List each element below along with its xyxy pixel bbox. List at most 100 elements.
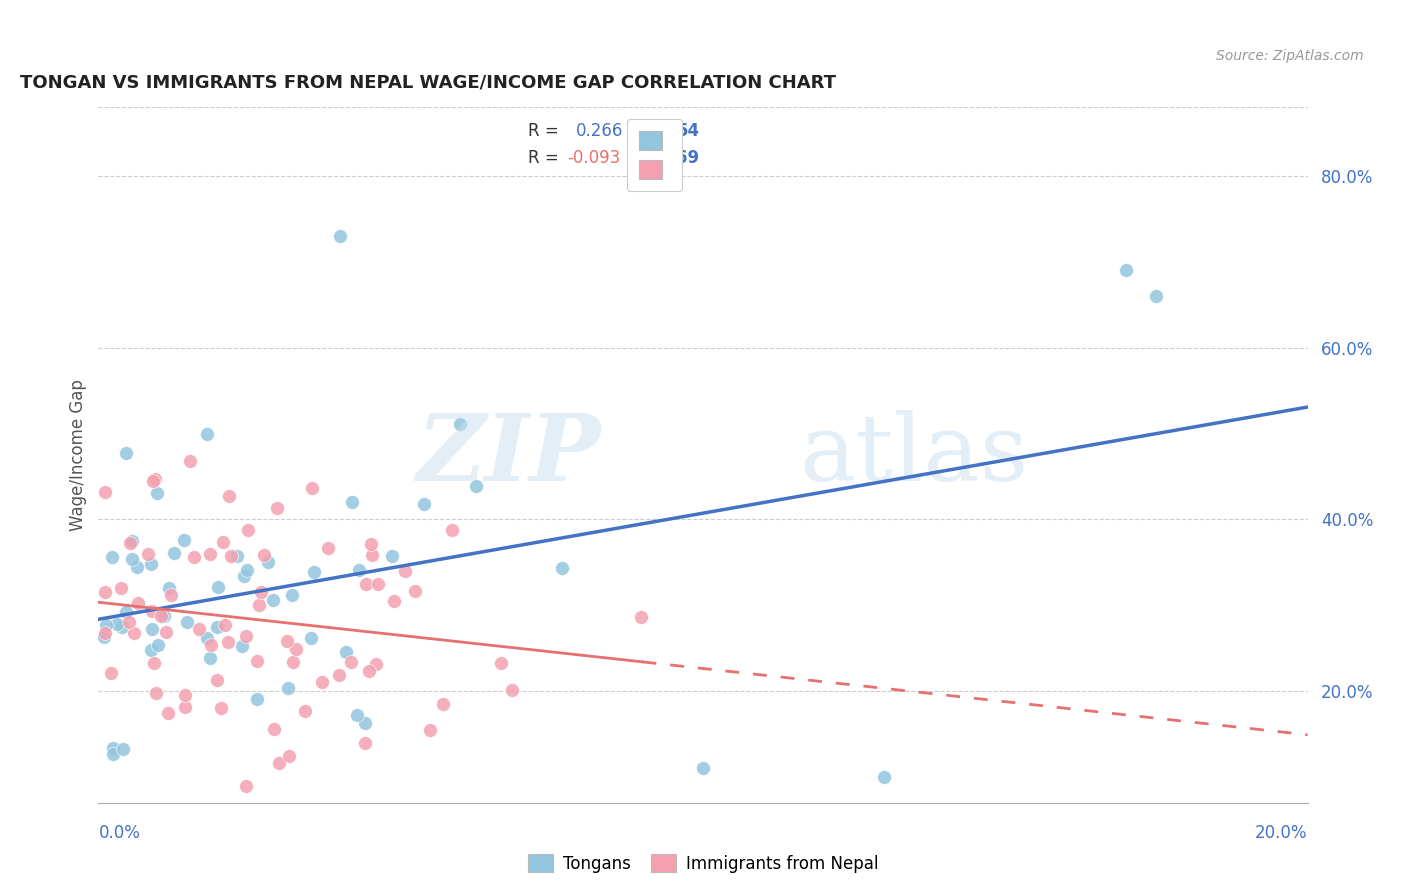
Point bbox=[394, 564, 416, 578]
Point bbox=[157, 582, 180, 596]
Legend: Tongans, Immigrants from Nepal: Tongans, Immigrants from Nepal bbox=[522, 847, 884, 880]
Point bbox=[551, 561, 574, 575]
Text: N =: N = bbox=[630, 149, 678, 167]
Point bbox=[449, 417, 471, 432]
Point bbox=[141, 622, 163, 636]
Text: TONGAN VS IMMIGRANTS FROM NEPAL WAGE/INCOME GAP CORRELATION CHART: TONGAN VS IMMIGRANTS FROM NEPAL WAGE/INC… bbox=[20, 74, 835, 92]
Point bbox=[404, 584, 426, 599]
Point bbox=[440, 523, 463, 537]
Point bbox=[432, 698, 454, 712]
Point bbox=[1115, 263, 1137, 277]
Point bbox=[276, 633, 298, 648]
Text: 54: 54 bbox=[676, 122, 700, 140]
Point bbox=[235, 629, 257, 643]
Legend: , : , bbox=[627, 119, 682, 191]
Text: atlas: atlas bbox=[800, 410, 1029, 500]
Point bbox=[281, 588, 304, 602]
Point bbox=[285, 642, 308, 657]
Point bbox=[156, 706, 179, 720]
Point bbox=[121, 533, 143, 548]
Point bbox=[105, 616, 128, 631]
Point bbox=[346, 708, 368, 723]
Point bbox=[246, 692, 269, 706]
Point bbox=[160, 588, 183, 602]
Point bbox=[122, 626, 145, 640]
Point bbox=[101, 740, 124, 755]
Point bbox=[120, 536, 142, 550]
Point bbox=[153, 608, 176, 623]
Point bbox=[335, 645, 357, 659]
Point bbox=[361, 548, 384, 562]
Point bbox=[112, 742, 135, 756]
Point bbox=[143, 473, 166, 487]
Point bbox=[94, 584, 117, 599]
Point bbox=[318, 541, 340, 556]
Point bbox=[226, 549, 249, 563]
Point bbox=[183, 550, 205, 565]
Point bbox=[207, 673, 229, 687]
Point bbox=[359, 664, 381, 678]
Text: 69: 69 bbox=[676, 149, 700, 167]
Point bbox=[176, 615, 198, 630]
Point bbox=[142, 656, 165, 670]
Point bbox=[141, 604, 163, 618]
Point bbox=[299, 631, 322, 645]
Point bbox=[266, 501, 288, 516]
Point bbox=[347, 563, 370, 577]
Point bbox=[145, 686, 167, 700]
Point bbox=[174, 688, 197, 702]
Point bbox=[218, 489, 240, 503]
Point bbox=[205, 620, 228, 634]
Point bbox=[311, 674, 333, 689]
Point bbox=[103, 747, 125, 762]
Point bbox=[301, 481, 323, 495]
Point bbox=[173, 700, 195, 714]
Point bbox=[328, 668, 350, 682]
Point bbox=[219, 549, 242, 564]
Text: Source: ZipAtlas.com: Source: ZipAtlas.com bbox=[1216, 49, 1364, 63]
Point bbox=[235, 779, 257, 793]
Point bbox=[214, 618, 236, 632]
Text: -0.093: -0.093 bbox=[568, 149, 621, 167]
Point bbox=[145, 485, 167, 500]
Point bbox=[491, 656, 513, 670]
Text: N =: N = bbox=[630, 122, 678, 140]
Point bbox=[155, 624, 177, 639]
Point bbox=[198, 547, 221, 561]
Point bbox=[179, 454, 201, 468]
Point bbox=[419, 723, 441, 737]
Point bbox=[269, 756, 291, 771]
Text: R =: R = bbox=[527, 149, 564, 167]
Point bbox=[281, 655, 304, 669]
Point bbox=[340, 494, 363, 508]
Point bbox=[253, 548, 276, 562]
Point bbox=[262, 593, 284, 607]
Point bbox=[94, 617, 117, 632]
Point bbox=[200, 639, 222, 653]
Point bbox=[125, 560, 148, 574]
Point bbox=[163, 546, 186, 560]
Point bbox=[236, 563, 259, 577]
Point bbox=[257, 555, 280, 569]
Point bbox=[198, 651, 221, 665]
Point bbox=[630, 610, 652, 624]
Point bbox=[127, 596, 149, 610]
Point bbox=[93, 631, 115, 645]
Point bbox=[141, 474, 163, 488]
Point bbox=[150, 609, 173, 624]
Point bbox=[146, 639, 169, 653]
Point bbox=[217, 635, 239, 649]
Point bbox=[121, 552, 143, 566]
Point bbox=[209, 701, 232, 715]
Point bbox=[692, 761, 714, 775]
Text: ZIP: ZIP bbox=[416, 410, 600, 500]
Point bbox=[381, 549, 404, 563]
Point bbox=[94, 626, 117, 640]
Point bbox=[141, 558, 163, 572]
Text: 20.0%: 20.0% bbox=[1256, 823, 1308, 842]
Point bbox=[114, 605, 136, 619]
Y-axis label: Wage/Income Gap: Wage/Income Gap bbox=[69, 379, 87, 531]
Point bbox=[413, 497, 436, 511]
Point bbox=[188, 622, 211, 636]
Point bbox=[294, 704, 316, 718]
